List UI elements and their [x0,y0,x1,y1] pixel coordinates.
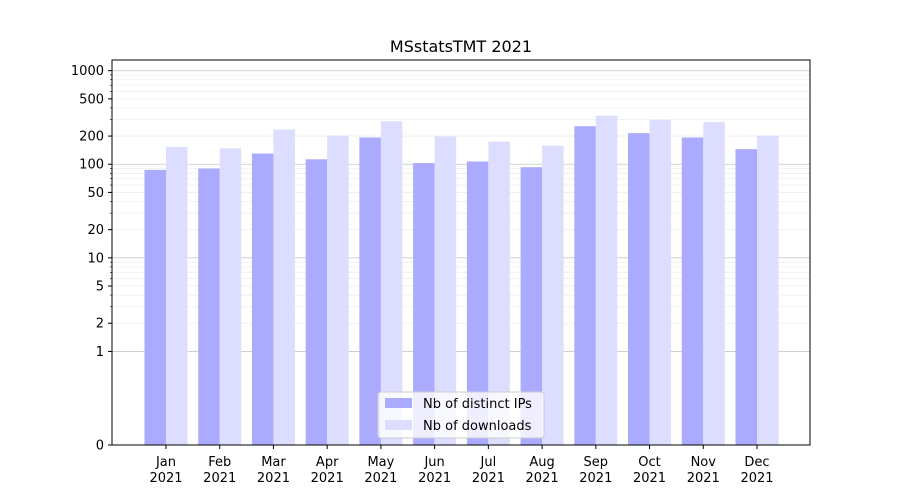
x-tick-label-year: 2021 [687,471,720,486]
bar-downloads [649,119,672,445]
legend-label-downloads: Nb of downloads [423,419,532,434]
x-tick-label-month: May [367,455,394,470]
x-tick-label-year: 2021 [311,471,344,486]
bar-downloads [219,148,242,446]
x-tick-label-year: 2021 [203,471,236,486]
y-axis: 0 1 2 5 10 20 50 100 200 500 1000 [71,64,112,454]
x-tick-label-year: 2021 [526,471,559,486]
x-tick-label-month: Mar [261,455,286,470]
x-tick-label-year: 2021 [418,471,451,486]
bars [144,115,779,446]
bar-downloads [488,141,510,445]
x-tick-label-month: Nov [691,455,717,470]
legend-swatch-ips [385,398,412,408]
bar-downloads [166,146,188,446]
x-tick-label-month: Dec [744,455,769,470]
legend-label-ips: Nb of distinct IPs [423,397,532,412]
y-tick-label: 1 [96,345,104,360]
bar-distinct-ips [359,137,381,446]
x-tick-label-year: 2021 [149,471,182,486]
bar-distinct-ips [413,163,435,445]
y-tick-label: 0 [96,439,104,454]
bar-downloads [595,115,618,445]
bar-distinct-ips [681,137,704,446]
y-tick-label: 1000 [71,64,104,79]
bar-downloads [542,145,564,445]
y-tick-label: 100 [79,158,104,173]
bar-distinct-ips [628,133,650,446]
x-tick-label-year: 2021 [257,471,290,486]
y-tick-label: 20 [87,223,104,238]
bar-distinct-ips [574,126,596,445]
x-tick-label-year: 2021 [740,471,773,486]
legend-swatch-downloads [385,420,412,430]
bar-distinct-ips [305,159,328,446]
x-tick-label-year: 2021 [633,471,666,486]
y-tick-label: 200 [79,130,104,145]
y-tick-label: 5 [96,280,104,295]
bar-downloads [273,129,295,445]
bar-distinct-ips [466,161,489,445]
y-tick-label: 500 [79,92,104,107]
bar-distinct-ips [735,149,757,445]
y-tick-label: 2 [96,317,104,332]
x-tick-label-year: 2021 [364,471,397,486]
x-tick-label-month: Feb [208,455,231,470]
bar-downloads [703,122,725,446]
bar-distinct-ips [520,167,543,446]
bar-downloads [434,136,457,445]
bar-downloads [757,135,779,445]
x-tick-label-month: Jun [423,455,444,470]
bar-distinct-ips [144,169,166,445]
x-tick-label-year: 2021 [472,471,505,486]
y-tick-label: 10 [87,251,104,266]
legend: Nb of distinct IPs Nb of downloads [377,391,545,439]
bar-downloads [380,121,403,445]
bar-downloads [327,135,349,445]
bar-distinct-ips [251,153,274,446]
bar-distinct-ips [198,168,220,445]
x-tick-label-month: Oct [638,455,660,470]
legend-box [377,391,545,439]
x-tick-label-month: Sep [584,455,609,470]
x-tick-label-month: Apr [316,455,339,470]
x-tick-label-month: Jul [480,455,497,470]
x-axis: Jan2021Feb2021Mar2021Apr2021May2021Jun20… [149,445,774,486]
chart-title: MSstatsTMT 2021 [390,37,532,56]
x-tick-label-year: 2021 [579,471,612,486]
x-tick-label-month: Jan [155,455,176,470]
y-tick-label: 50 [87,186,104,201]
x-tick-label-month: Aug [529,455,554,470]
plot-frame [111,59,811,446]
